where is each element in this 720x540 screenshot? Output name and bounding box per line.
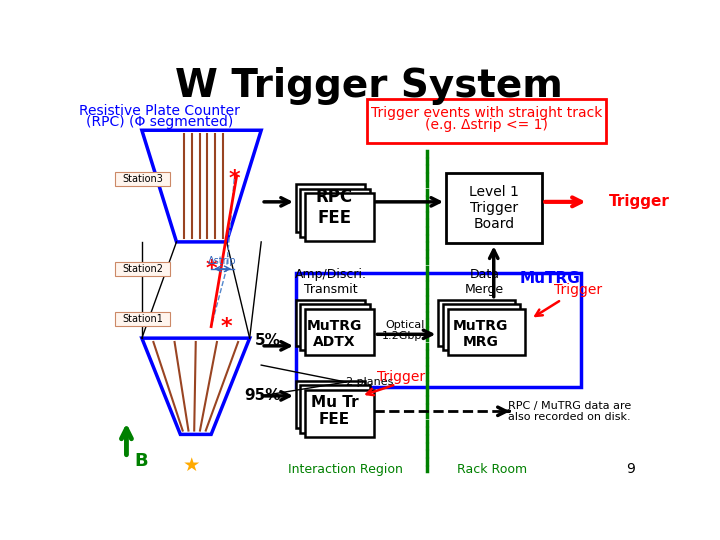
Bar: [305, 390, 374, 437]
Text: 5%: 5%: [255, 333, 281, 348]
Bar: [115, 262, 171, 276]
Text: MuTRG: MuTRG: [520, 271, 581, 286]
Text: Data
Merge: Data Merge: [465, 268, 504, 296]
Text: RPC
FEE: RPC FEE: [316, 188, 353, 227]
Text: Resistive Plate Counter: Resistive Plate Counter: [79, 104, 240, 118]
Bar: [443, 304, 520, 350]
Bar: [115, 172, 171, 186]
Text: Interaction Region: Interaction Region: [289, 463, 403, 476]
Text: Amp/Discri.
Transmit: Amp/Discri. Transmit: [294, 268, 366, 296]
Text: MuTRG
ADTX: MuTRG ADTX: [307, 319, 362, 349]
Text: Trigger: Trigger: [609, 194, 670, 210]
Text: B: B: [134, 453, 148, 470]
Text: (RPC) (Φ segmented): (RPC) (Φ segmented): [86, 115, 233, 129]
Text: (e.g. Δstrip <= 1): (e.g. Δstrip <= 1): [426, 118, 548, 132]
Text: 1.2Gbps: 1.2Gbps: [382, 331, 428, 341]
Bar: [448, 309, 525, 355]
Text: 9: 9: [626, 462, 635, 476]
Bar: [446, 173, 542, 244]
Bar: [367, 99, 606, 143]
Text: ★: ★: [183, 456, 201, 475]
Bar: [438, 300, 516, 346]
Text: Rack Room: Rack Room: [457, 463, 527, 476]
Text: 2 planes: 2 planes: [346, 377, 393, 387]
Text: 95%: 95%: [244, 388, 281, 403]
Text: Mu Tr
FEE: Mu Tr FEE: [310, 395, 358, 428]
Bar: [296, 184, 365, 232]
Bar: [296, 300, 365, 346]
Text: Level 1
Trigger
Board: Level 1 Trigger Board: [469, 185, 518, 231]
Bar: [115, 312, 171, 326]
Bar: [296, 381, 365, 428]
Text: Station3: Station3: [122, 174, 163, 184]
Text: W Trigger System: W Trigger System: [175, 66, 563, 105]
Bar: [300, 304, 370, 350]
Text: Trigger: Trigger: [554, 284, 602, 298]
Text: *: *: [228, 169, 240, 189]
Text: RPC / MuTRG data are
also recorded on disk.: RPC / MuTRG data are also recorded on di…: [508, 401, 631, 422]
Bar: [305, 309, 374, 355]
Bar: [296, 273, 581, 387]
Text: Station1: Station1: [122, 314, 163, 324]
Bar: [300, 385, 370, 433]
Text: MuTRG
MRG: MuTRG MRG: [453, 319, 508, 349]
Text: Station2: Station2: [122, 264, 163, 274]
Text: *: *: [221, 316, 233, 336]
Bar: [300, 189, 370, 237]
Text: Optical: Optical: [385, 320, 425, 330]
Text: Trigger: Trigger: [377, 370, 425, 383]
Bar: [305, 193, 374, 241]
Text: Δstrip: Δstrip: [208, 256, 237, 266]
Text: *: *: [205, 259, 217, 279]
Text: Trigger events with straight track: Trigger events with straight track: [371, 105, 603, 119]
